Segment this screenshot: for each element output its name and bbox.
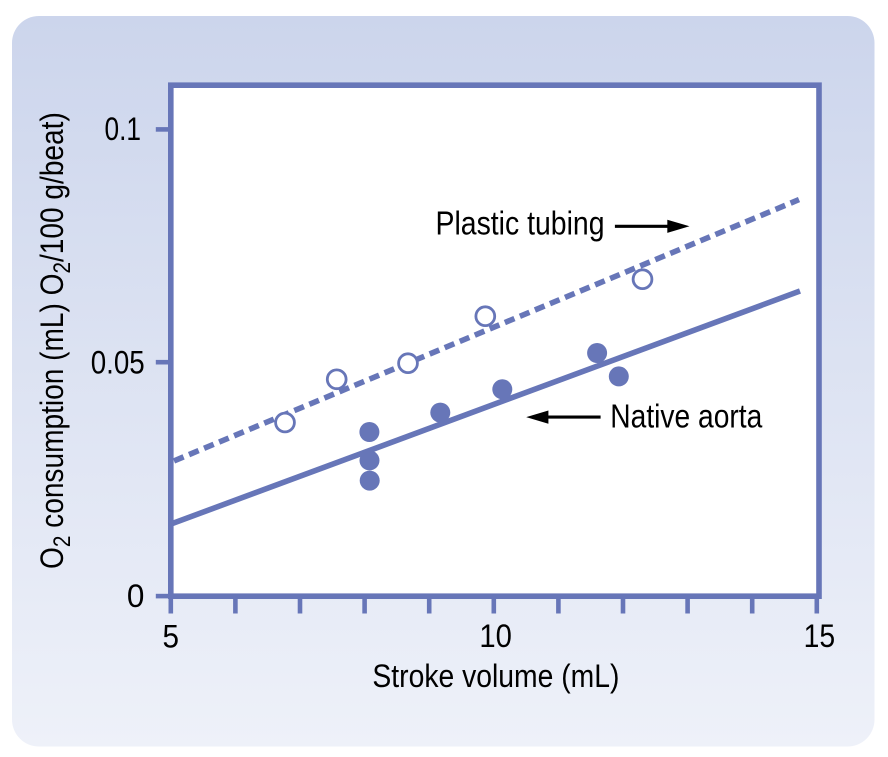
svg-text:0.1: 0.1 bbox=[105, 111, 142, 147]
svg-text:Native aorta: Native aorta bbox=[610, 397, 763, 434]
svg-text:Plastic tubing: Plastic tubing bbox=[436, 205, 605, 242]
svg-text:0: 0 bbox=[127, 578, 145, 614]
svg-text:5: 5 bbox=[162, 618, 179, 654]
svg-text:0.05: 0.05 bbox=[91, 345, 145, 381]
svg-text:Stroke volume (mL): Stroke volume (mL) bbox=[372, 658, 619, 694]
svg-text:15: 15 bbox=[804, 618, 836, 654]
svg-text:10: 10 bbox=[479, 618, 512, 654]
svg-text:O2 consumption (mL) O2/100 g/b: O2 consumption (mL) O2/100 g/beat) bbox=[35, 112, 75, 569]
